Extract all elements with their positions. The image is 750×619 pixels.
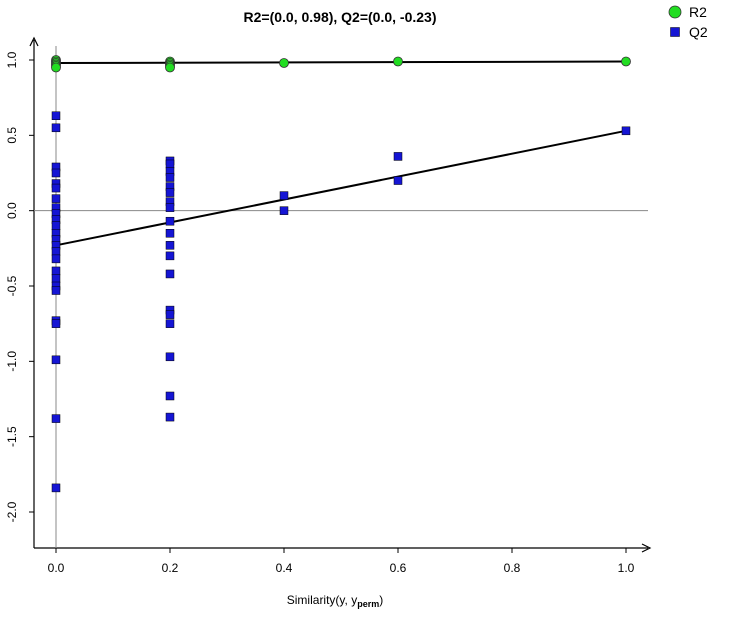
x-tick-label: 0.4 [276,561,293,575]
x-tick-label: 0.8 [504,561,521,575]
q2-point [165,310,175,319]
x-axis-label-main: Similarity(y, y [287,593,357,607]
r2-point [393,56,403,67]
x-axis-label-tail: ) [379,593,383,607]
y-axis-arrow [29,36,39,47]
x-tick-label: 0.2 [162,561,179,575]
r2-regression-line [55,60,627,65]
q2-point [51,355,61,365]
r2-point [621,56,631,67]
q2-point [165,251,175,261]
q2-point [279,206,289,215]
r2-point [279,58,289,68]
q2-point [51,247,61,256]
q2-regression-line [55,129,627,247]
q2-point [51,414,61,423]
q2-point [621,126,631,136]
q2-point [165,229,175,238]
q2-point [165,216,175,226]
q2-point [165,391,175,401]
q2-point [165,319,175,328]
r2-legend-marker [668,5,682,19]
q2-point [51,194,61,203]
q2-point [51,266,61,276]
chart-title: R2=(0.0, 0.98), Q2=(0.0, -0.23) [244,9,437,25]
x-axis-label: Similarity(y, yperm) [287,593,383,609]
q2-point [279,191,289,200]
x-tick-label: 1.0 [618,561,635,575]
y-tick-label: -1.0 [5,351,19,372]
q2-point [51,168,61,178]
q2-point [51,183,61,193]
q2-point [165,188,175,197]
q2-point [393,176,403,185]
q2-legend-marker [670,27,680,37]
q2-point [165,241,175,250]
y-tick-label: 0.0 [5,202,19,219]
x-axis-label-subscript: perm [357,599,379,609]
q2-point [165,173,175,182]
r2-point [165,62,175,73]
q2-point [51,254,61,264]
x-tick-label: 0.0 [48,561,65,575]
q2-point [51,274,61,283]
plot-area: 0.0 0.2 0.4 0.6 0.8 1.0 1.0 0.5 0.0 -0.5 -1.0 -1.5 -… [5,36,652,575]
y-tick-label: -1.5 [5,426,19,447]
q2-legend-label: Q2 [689,24,708,40]
r2-legend-label: R2 [689,4,707,20]
r2-point [51,62,61,73]
x-axis-arrow [641,543,652,553]
q2-point [165,352,175,362]
q2-point [51,286,61,295]
y-tick-label: 1.0 [5,51,19,68]
y-tick-label: -0.5 [5,275,19,296]
q2-point [165,269,175,279]
q2-point [51,123,61,133]
x-tick-label: 0.6 [390,561,407,575]
q2-point [51,319,61,328]
q2-point [165,412,175,422]
q2-point [165,159,175,169]
q2-point [393,152,403,161]
q2-point [51,111,61,120]
q2-point [51,483,61,493]
y-tick-label: 0.5 [5,127,19,144]
q2-point [51,221,61,230]
q2-point [165,203,175,212]
y-tick-label: -2.0 [5,501,19,522]
